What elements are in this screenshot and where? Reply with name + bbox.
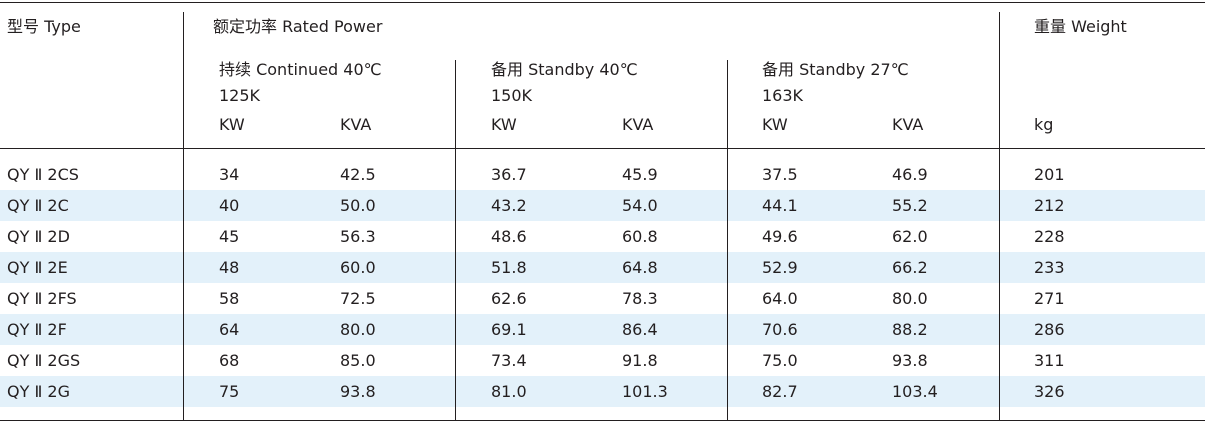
group-standby27-kw: KW: [762, 115, 788, 134]
group-continued-kva: KVA: [340, 115, 372, 134]
group-standby40-kva: KVA: [622, 115, 654, 134]
cell-continued-kw: 64: [219, 320, 240, 339]
cell-standby40-kva: 54.0: [622, 196, 658, 215]
group-standby40-temp: 150K: [491, 86, 533, 105]
cell-standby27-kva: 103.4: [892, 382, 938, 401]
cell-model: QY Ⅱ 2D: [7, 227, 70, 246]
cell-model: QY Ⅱ 2E: [7, 258, 68, 277]
group-continued-temp: 125K: [219, 86, 261, 105]
cell-continued-kva: 60.0: [340, 258, 376, 277]
divider-group-2-3: [727, 60, 728, 420]
cell-standby40-kva: 78.3: [622, 289, 658, 308]
cell-continued-kw: 45: [219, 227, 240, 246]
cell-weight: 228: [1034, 227, 1065, 246]
cell-continued-kva: 72.5: [340, 289, 376, 308]
cell-standby40-kva: 101.3: [622, 382, 668, 401]
table-bottom-rule: [0, 420, 1205, 421]
table-top-rule: [0, 2, 1205, 3]
cell-continued-kva: 50.0: [340, 196, 376, 215]
cell-standby40-kva: 86.4: [622, 320, 658, 339]
cell-weight: 326: [1034, 382, 1065, 401]
cell-continued-kw: 58: [219, 289, 240, 308]
cell-standby27-kw: 64.0: [762, 289, 798, 308]
cell-weight: 233: [1034, 258, 1065, 277]
cell-weight: 311: [1034, 351, 1065, 370]
cell-standby40-kva: 91.8: [622, 351, 658, 370]
cell-model: QY Ⅱ 2GS: [7, 351, 81, 370]
cell-standby40-kw: 48.6: [491, 227, 527, 246]
header-weight-unit: kg: [1034, 115, 1054, 134]
cell-continued-kva: 80.0: [340, 320, 376, 339]
cell-standby40-kw: 36.7: [491, 165, 527, 184]
header-bottom-rule: [0, 148, 1205, 149]
row-stripe: [0, 376, 1205, 407]
row-stripe: [0, 252, 1205, 283]
cell-continued-kw: 68: [219, 351, 240, 370]
divider-type-power: [183, 12, 184, 420]
cell-continued-kw: 75: [219, 382, 240, 401]
cell-weight: 286: [1034, 320, 1065, 339]
group-continued-title: 持续 Continued 40℃: [219, 60, 382, 79]
cell-standby40-kw: 81.0: [491, 382, 527, 401]
divider-power-weight: [999, 12, 1000, 420]
cell-standby27-kw: 44.1: [762, 196, 798, 215]
cell-weight: 212: [1034, 196, 1065, 215]
cell-continued-kva: 42.5: [340, 165, 376, 184]
cell-standby40-kw: 62.6: [491, 289, 527, 308]
cell-model: QY Ⅱ 2CS: [7, 165, 79, 184]
cell-standby27-kw: 70.6: [762, 320, 798, 339]
header-rated-power: 额定功率 Rated Power: [213, 17, 383, 36]
row-stripe: [0, 314, 1205, 345]
header-weight: 重量 Weight: [1034, 17, 1127, 36]
cell-standby40-kva: 45.9: [622, 165, 658, 184]
cell-model: QY Ⅱ 2G: [7, 382, 70, 401]
cell-standby27-kw: 82.7: [762, 382, 798, 401]
group-continued-kw: KW: [219, 115, 245, 134]
cell-standby27-kw: 52.9: [762, 258, 798, 277]
cell-standby27-kva: 62.0: [892, 227, 928, 246]
group-standby40-title: 备用 Standby 40℃: [491, 60, 638, 79]
cell-standby40-kw: 73.4: [491, 351, 527, 370]
cell-standby40-kva: 60.8: [622, 227, 658, 246]
cell-standby40-kw: 69.1: [491, 320, 527, 339]
header-type: 型号 Type: [7, 17, 81, 36]
group-standby27-kva: KVA: [892, 115, 924, 134]
cell-standby27-kw: 37.5: [762, 165, 798, 184]
cell-continued-kva: 56.3: [340, 227, 376, 246]
cell-weight: 201: [1034, 165, 1065, 184]
cell-standby40-kw: 43.2: [491, 196, 527, 215]
cell-model: QY Ⅱ 2F: [7, 320, 67, 339]
cell-continued-kva: 93.8: [340, 382, 376, 401]
cell-standby27-kva: 80.0: [892, 289, 928, 308]
group-standby27-title: 备用 Standby 27℃: [762, 60, 909, 79]
cell-standby40-kw: 51.8: [491, 258, 527, 277]
cell-standby27-kw: 75.0: [762, 351, 798, 370]
cell-standby27-kva: 93.8: [892, 351, 928, 370]
cell-standby27-kva: 88.2: [892, 320, 928, 339]
cell-standby27-kw: 49.6: [762, 227, 798, 246]
cell-continued-kw: 34: [219, 165, 240, 184]
cell-standby40-kva: 64.8: [622, 258, 658, 277]
group-standby40-kw: KW: [491, 115, 517, 134]
cell-model: QY Ⅱ 2FS: [7, 289, 77, 308]
cell-continued-kva: 85.0: [340, 351, 376, 370]
cell-standby27-kva: 46.9: [892, 165, 928, 184]
cell-continued-kw: 40: [219, 196, 240, 215]
row-stripe: [0, 190, 1205, 221]
cell-weight: 271: [1034, 289, 1065, 308]
divider-group-1-2: [455, 60, 456, 420]
cell-standby27-kva: 66.2: [892, 258, 928, 277]
group-standby27-temp: 163K: [762, 86, 804, 105]
cell-standby27-kva: 55.2: [892, 196, 928, 215]
cell-continued-kw: 48: [219, 258, 240, 277]
cell-model: QY Ⅱ 2C: [7, 196, 69, 215]
